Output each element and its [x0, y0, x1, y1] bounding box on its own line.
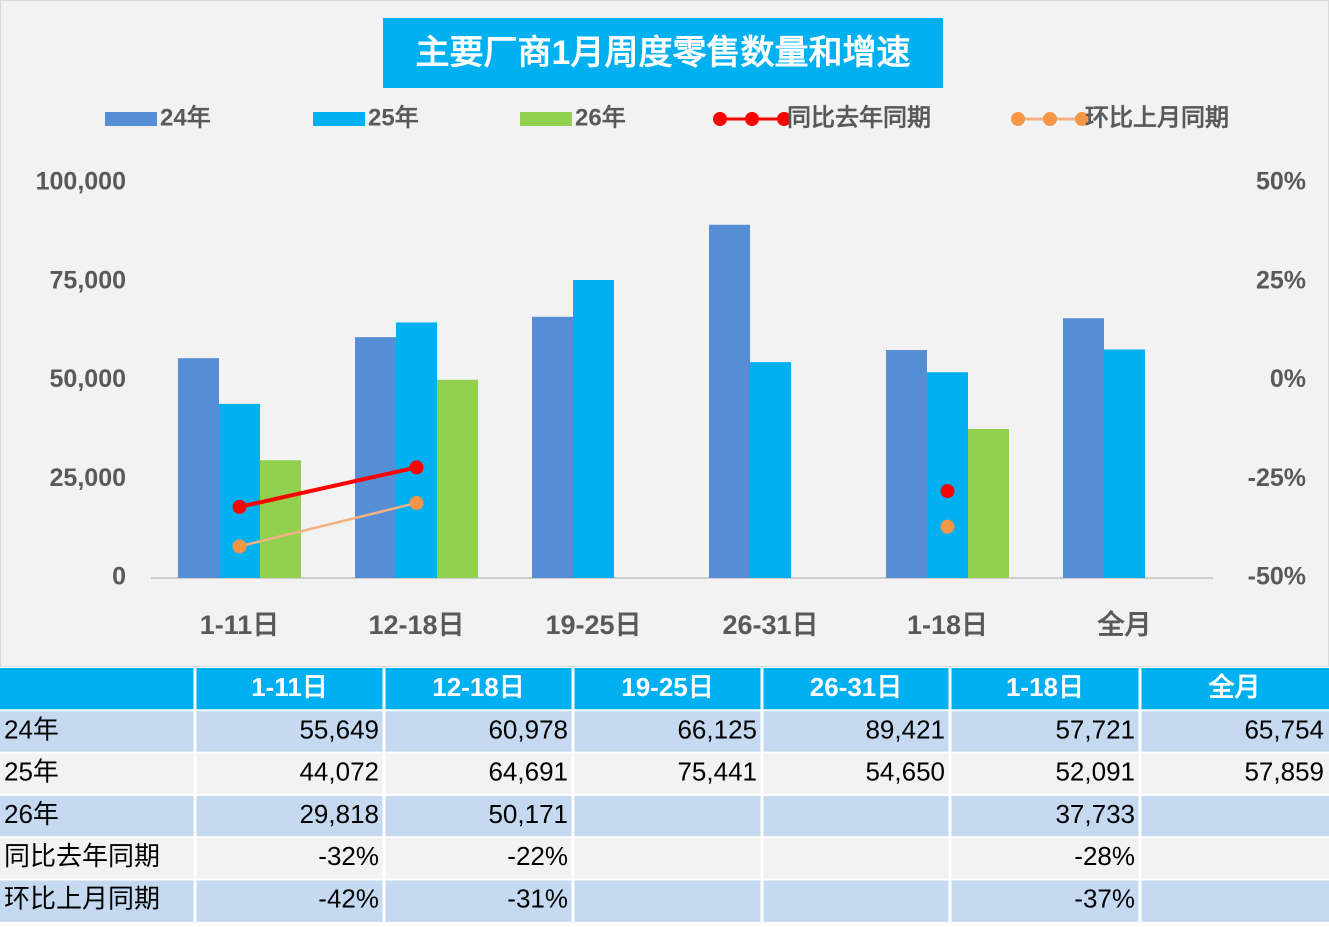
title-box: [383, 18, 943, 88]
bar: [886, 350, 927, 578]
table-cell: 66,125: [677, 714, 757, 744]
table-cell: 50,171: [488, 799, 568, 829]
y2-tick-label: 50%: [1256, 168, 1306, 196]
table-row-bg: [0, 710, 1329, 753]
table-cell: 54,650: [865, 757, 945, 787]
y2-tick-label: 25%: [1256, 266, 1306, 294]
x-tick-label: 19-25日: [545, 610, 641, 640]
table-cell: 44,072: [299, 757, 379, 787]
y-tick-label: 50,000: [50, 365, 126, 393]
y-tick-label: 75,000: [50, 266, 126, 294]
table-cell: 29,818: [299, 799, 379, 829]
legend-marker: [1011, 112, 1025, 126]
table-cell: -42%: [318, 884, 379, 914]
table-cell: -32%: [318, 841, 379, 871]
legend-marker: [777, 112, 791, 126]
table-cell: -22%: [507, 841, 568, 871]
table-header: 1-18日: [1006, 672, 1084, 702]
table-header: 26-31日: [810, 672, 903, 702]
marker: [409, 460, 424, 475]
table-cell: 60,978: [488, 714, 568, 744]
marker: [232, 499, 247, 514]
bar: [573, 280, 614, 578]
table-row-label: 24年: [4, 714, 59, 744]
marker: [409, 495, 424, 510]
table-cell: 57,721: [1055, 714, 1135, 744]
y2-tick-label: -50%: [1248, 563, 1306, 591]
y-tick-label: 0: [112, 563, 126, 591]
bar: [178, 358, 219, 578]
legend-marker: [713, 112, 727, 126]
legend-label: 同比去年同期: [787, 103, 931, 131]
legend-swatch: [520, 112, 572, 126]
y2-tick-label: 0%: [1270, 365, 1306, 393]
x-tick-label: 12-18日: [368, 610, 464, 640]
table-header: 全月: [1207, 672, 1260, 702]
table-cell: 57,859: [1244, 757, 1324, 787]
chart-title: 主要厂商1月周度零售数量和增速: [416, 34, 911, 72]
legend-swatch: [313, 112, 365, 126]
table-header-bg: [0, 668, 1329, 711]
table-row-bg: [0, 752, 1329, 795]
bar: [396, 322, 437, 578]
table-cell: 64,691: [488, 757, 568, 787]
legend-label: 24年: [160, 103, 211, 131]
table-cell: 37,733: [1055, 799, 1135, 829]
legend-label: 环比上月同期: [1085, 104, 1229, 131]
table-header: 12-18日: [432, 672, 525, 702]
marker: [940, 519, 955, 534]
bar: [1104, 349, 1145, 578]
table-row-label: 25年: [4, 757, 59, 787]
bar: [968, 428, 1009, 578]
table-row-bg: [0, 837, 1329, 880]
table-row-label: 同比去年同期: [4, 841, 160, 871]
table-cell: 89,421: [865, 714, 945, 744]
bar: [927, 372, 968, 578]
bar: [355, 337, 396, 578]
bar: [260, 460, 301, 578]
x-tick-label: 全月: [1097, 609, 1152, 640]
table-row-label: 26年: [4, 799, 59, 829]
bar: [1063, 318, 1104, 578]
table-row-bg: [0, 794, 1329, 838]
x-tick-label: 26-31日: [722, 610, 818, 640]
legend-swatch: [105, 112, 157, 126]
marker: [232, 539, 247, 554]
marker: [940, 484, 955, 499]
table-cell: 65,754: [1244, 714, 1324, 744]
y2-tick-label: -25%: [1248, 464, 1306, 492]
bar: [709, 224, 750, 578]
legend-label: 25年: [368, 103, 419, 131]
bar: [437, 379, 478, 578]
table-row-label: 环比上月同期: [4, 884, 160, 914]
y-tick-label: 25,000: [50, 464, 126, 492]
bar: [532, 316, 573, 578]
legend-marker: [1043, 112, 1057, 126]
table-header: 1-11日: [251, 672, 328, 702]
table-cell: -37%: [1074, 884, 1135, 914]
bar: [750, 362, 791, 578]
table-row-bg: [0, 879, 1329, 922]
x-tick-label: 1-11日: [200, 610, 280, 640]
table-cell: 52,091: [1055, 757, 1135, 787]
legend-marker: [745, 112, 759, 126]
x-tick-label: 1-18日: [907, 610, 988, 640]
table-cell: 55,649: [299, 714, 379, 744]
table-cell: 75,441: [677, 757, 757, 787]
legend-label: 26年: [575, 103, 626, 131]
table-cell: -31%: [507, 884, 568, 914]
table-cell: -28%: [1074, 841, 1135, 871]
legend-marker: [1075, 112, 1089, 126]
table-header: 19-25日: [621, 672, 714, 702]
y-tick-label: 100,000: [36, 168, 126, 196]
